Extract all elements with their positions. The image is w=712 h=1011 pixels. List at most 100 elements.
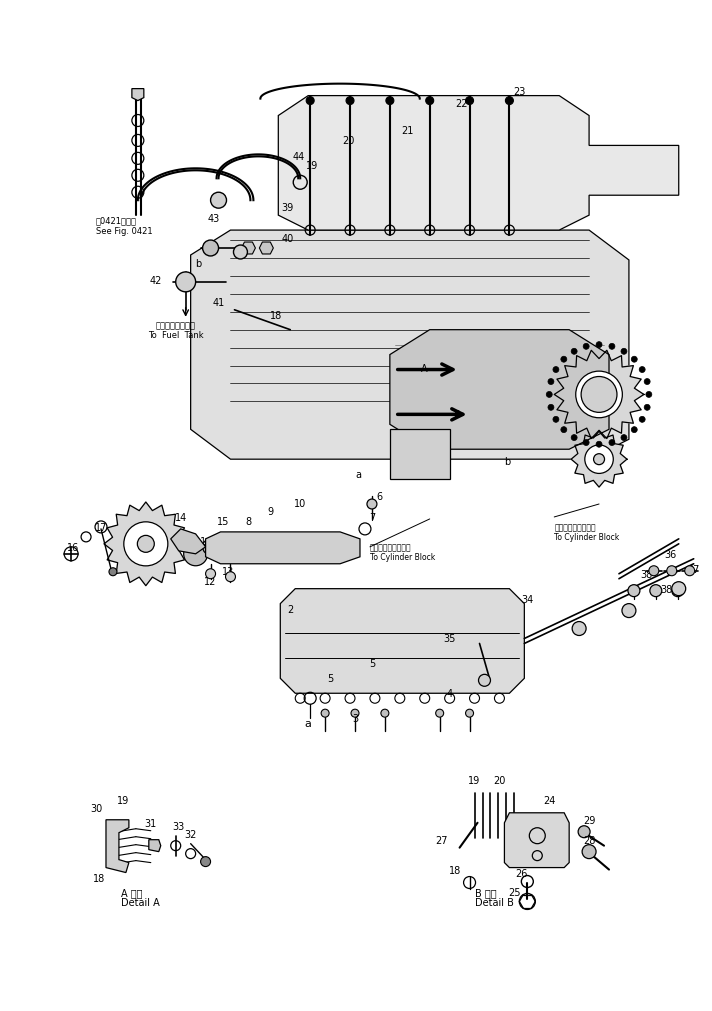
Circle shape	[632, 428, 637, 433]
Circle shape	[506, 97, 513, 105]
Text: a: a	[355, 470, 361, 479]
Circle shape	[583, 440, 589, 446]
Circle shape	[553, 367, 559, 373]
Text: 10: 10	[294, 498, 306, 509]
Circle shape	[561, 428, 567, 433]
Polygon shape	[390, 430, 450, 479]
Text: To Cylinder Block: To Cylinder Block	[554, 533, 619, 542]
Circle shape	[644, 379, 650, 385]
Circle shape	[582, 845, 596, 858]
Text: 41: 41	[212, 297, 225, 307]
Circle shape	[346, 97, 354, 105]
Text: 25: 25	[508, 888, 520, 898]
Circle shape	[109, 568, 117, 576]
Circle shape	[685, 566, 695, 576]
Circle shape	[671, 582, 686, 596]
Polygon shape	[191, 231, 629, 460]
Text: 26: 26	[515, 867, 528, 878]
Circle shape	[234, 246, 248, 260]
Text: 22: 22	[456, 98, 468, 108]
Polygon shape	[278, 96, 679, 231]
Circle shape	[571, 435, 577, 441]
Circle shape	[649, 566, 659, 576]
Text: 37: 37	[688, 564, 700, 574]
Polygon shape	[104, 502, 188, 586]
Text: 18: 18	[93, 872, 105, 883]
Text: A 詳細: A 詳細	[121, 888, 142, 898]
Text: 14: 14	[174, 513, 187, 523]
Circle shape	[306, 97, 314, 105]
Polygon shape	[106, 820, 129, 872]
Text: 27: 27	[436, 835, 448, 845]
Circle shape	[201, 856, 211, 866]
Circle shape	[381, 710, 389, 718]
Text: 38: 38	[641, 569, 653, 579]
Circle shape	[639, 367, 645, 373]
Text: 36: 36	[664, 549, 677, 559]
Text: 21: 21	[402, 126, 414, 136]
Circle shape	[137, 536, 155, 553]
Circle shape	[548, 379, 554, 385]
Text: 18: 18	[270, 310, 283, 320]
Text: 28: 28	[583, 835, 595, 845]
Text: 4: 4	[446, 688, 453, 699]
Circle shape	[184, 542, 208, 566]
Circle shape	[666, 566, 676, 576]
Text: B: B	[454, 409, 461, 420]
Text: a: a	[305, 719, 312, 728]
Polygon shape	[390, 331, 609, 450]
Text: 19: 19	[468, 775, 481, 786]
Text: Detail B: Detail B	[474, 898, 513, 908]
Circle shape	[596, 442, 602, 448]
Circle shape	[581, 377, 617, 412]
Text: 35: 35	[444, 634, 456, 644]
Text: 5: 5	[369, 659, 375, 668]
Text: 44: 44	[292, 153, 304, 162]
Circle shape	[548, 405, 554, 410]
Circle shape	[622, 604, 636, 618]
Circle shape	[546, 392, 553, 398]
Text: 15: 15	[217, 517, 230, 527]
Text: Detail A: Detail A	[121, 898, 159, 908]
Circle shape	[585, 446, 613, 474]
Text: 20: 20	[342, 136, 354, 147]
Circle shape	[571, 349, 577, 355]
Circle shape	[436, 710, 444, 718]
Text: 11: 11	[194, 536, 206, 546]
Text: 33: 33	[172, 821, 185, 831]
Circle shape	[211, 193, 226, 209]
Circle shape	[386, 97, 394, 105]
Text: 34: 34	[521, 594, 533, 604]
Text: 図0421図参照: 図0421図参照	[96, 216, 137, 225]
Text: 29: 29	[583, 815, 595, 825]
Text: 1: 1	[397, 445, 403, 455]
Circle shape	[650, 585, 661, 598]
Text: See Fig. 0421: See Fig. 0421	[96, 226, 152, 236]
Circle shape	[609, 440, 615, 446]
Polygon shape	[554, 351, 644, 439]
Polygon shape	[259, 243, 273, 255]
Text: 20: 20	[493, 775, 506, 786]
Circle shape	[176, 273, 196, 292]
Text: 24: 24	[543, 795, 555, 805]
Circle shape	[628, 585, 640, 598]
Text: To Cylinder Block: To Cylinder Block	[370, 553, 435, 562]
Circle shape	[203, 241, 219, 257]
Text: 31: 31	[145, 818, 157, 828]
Circle shape	[321, 710, 329, 718]
Text: シリンダブロックへ: シリンダブロックへ	[370, 543, 412, 552]
Text: 40: 40	[281, 234, 293, 244]
Text: 32: 32	[184, 829, 197, 839]
Text: 23: 23	[513, 87, 525, 96]
Text: 39: 39	[281, 203, 293, 213]
Text: 19: 19	[117, 795, 129, 805]
Text: 18: 18	[449, 864, 461, 875]
Circle shape	[206, 569, 216, 579]
Text: 43: 43	[207, 214, 220, 223]
Circle shape	[561, 357, 567, 363]
Circle shape	[596, 343, 602, 348]
Text: A: A	[422, 363, 428, 373]
Circle shape	[644, 405, 650, 410]
Text: 3: 3	[352, 714, 358, 724]
Circle shape	[578, 826, 590, 838]
